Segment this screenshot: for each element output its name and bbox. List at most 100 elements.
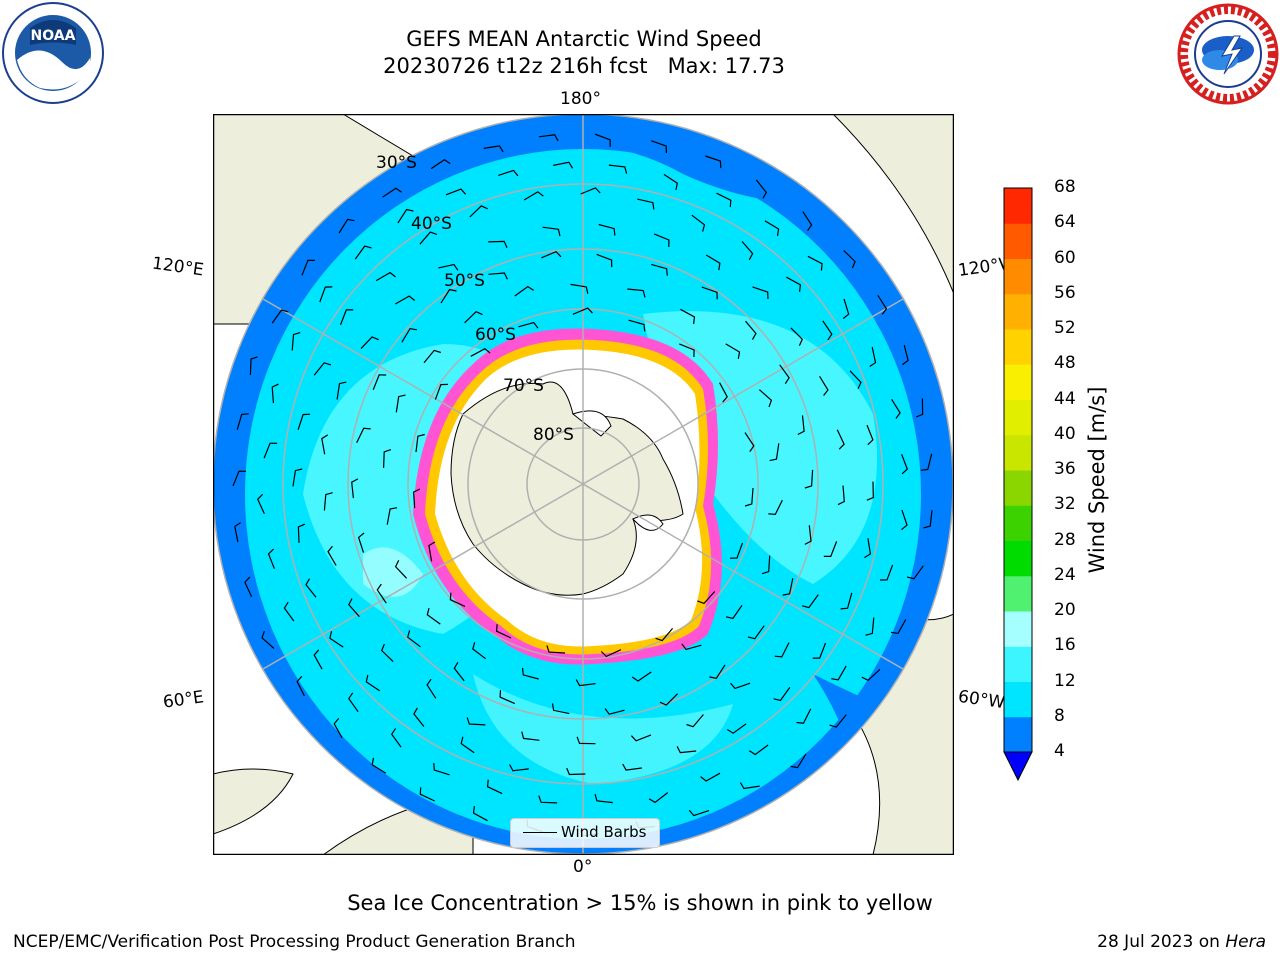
wind-barb xyxy=(538,134,559,142)
wind-barb xyxy=(360,336,379,350)
wind-barb xyxy=(653,233,670,248)
wind-barb xyxy=(915,398,924,418)
colorbar-title: Wind Speed [m/s] xyxy=(1085,386,1109,574)
wind-barb xyxy=(865,617,875,636)
wind-barb xyxy=(488,240,508,249)
noaa-logo-text: NOAA xyxy=(31,28,76,44)
wind-barb xyxy=(596,253,613,268)
wind-barb xyxy=(546,645,566,654)
wind-barb xyxy=(744,432,755,452)
wind-barb xyxy=(333,718,343,739)
wind-barb xyxy=(357,532,365,553)
wind-barb xyxy=(659,693,679,706)
wind-barb xyxy=(840,592,853,610)
colorbar-band xyxy=(1004,258,1032,295)
wind-barb xyxy=(768,499,783,516)
wind-barb xyxy=(631,671,652,682)
colorbar-tick-label: 24 xyxy=(1054,564,1076,585)
wind-barb xyxy=(779,364,790,385)
latitude-labels: 30°S 40°S 50°S 60°S 70°S 80°S xyxy=(376,153,574,445)
colorbar-band xyxy=(1004,716,1032,753)
nws-logo xyxy=(1177,3,1279,105)
wind-barb xyxy=(283,601,295,622)
colorbar-band xyxy=(1004,399,1032,436)
sea-ice-note: Sea Ice Concentration > 15% is shown in … xyxy=(347,891,933,915)
wind-barb xyxy=(823,541,838,557)
wind-barb xyxy=(705,254,721,271)
wind-barb xyxy=(323,492,333,511)
wind-barb xyxy=(383,449,392,468)
lat-label-40: 40°S xyxy=(411,214,452,234)
wind-barb xyxy=(453,661,465,682)
wind-barb xyxy=(249,356,258,376)
map-subtitle: 20230726 t12z 216h fcst Max: 17.73 xyxy=(383,54,785,78)
colorbar-band xyxy=(1004,434,1032,471)
wind-barb xyxy=(836,429,845,450)
wind-barb xyxy=(719,382,728,403)
wind-barb xyxy=(521,731,540,741)
colorbar-band xyxy=(1004,364,1032,400)
wind-barb xyxy=(394,560,408,579)
wind-barb xyxy=(891,619,907,635)
wind-barb xyxy=(445,188,467,196)
wind-barb xyxy=(428,541,436,562)
lon-label-120e: 120°E xyxy=(150,253,205,281)
wind-barb xyxy=(348,598,360,618)
colorbar-tick-label: 56 xyxy=(1054,282,1076,303)
wind-barb xyxy=(297,413,311,430)
lon-label-0: 0° xyxy=(573,857,593,877)
colorbar xyxy=(1003,187,1033,782)
colorbar-band xyxy=(1004,646,1032,682)
wind-barb xyxy=(812,642,827,659)
wind-barb xyxy=(401,327,418,343)
wind-barb xyxy=(495,624,512,639)
wind-barb xyxy=(923,510,933,529)
wind-barb xyxy=(769,443,780,462)
wind-barb xyxy=(790,327,804,346)
lat-label-30: 30°S xyxy=(376,153,417,173)
colorbar-tick-label: 8 xyxy=(1054,705,1065,726)
wind-barb xyxy=(518,321,539,329)
wind-barb xyxy=(440,288,457,304)
wind-barb xyxy=(301,259,315,276)
wind-barb xyxy=(604,708,625,715)
wind-barb xyxy=(869,346,877,367)
wind-barb xyxy=(354,245,372,260)
wind-barb xyxy=(261,630,275,649)
colorbar-band xyxy=(1004,188,1032,224)
wind-barb xyxy=(739,782,760,790)
colorbar-band xyxy=(1004,681,1032,718)
wind-barb xyxy=(901,509,908,531)
lon-label-60e: 60°E xyxy=(161,687,206,713)
wind-barb xyxy=(716,192,732,208)
wind-barb xyxy=(726,723,747,734)
wind-barb xyxy=(433,763,450,776)
wind-barb xyxy=(514,285,535,297)
colorbar-tick-label: 64 xyxy=(1054,212,1076,233)
lat-label-70: 70°S xyxy=(503,376,544,396)
wind-barb xyxy=(822,320,833,341)
wind-barb xyxy=(371,757,387,774)
wind-barb xyxy=(630,734,652,742)
wind-barb xyxy=(372,374,387,391)
wind-barb xyxy=(829,714,847,728)
wind-barb xyxy=(499,690,516,705)
wind-barb xyxy=(804,525,812,545)
wind-barb xyxy=(686,714,704,728)
wind-barb xyxy=(430,158,451,170)
wind-barb xyxy=(879,564,894,581)
wind-barb xyxy=(866,481,874,501)
wind-barb xyxy=(747,625,765,640)
wind-barb xyxy=(628,319,646,332)
wind-barb xyxy=(438,263,459,271)
wind-barb xyxy=(680,308,696,324)
colorbar-tick-label: 60 xyxy=(1054,247,1076,268)
wind-barb xyxy=(319,286,333,303)
wind-barb xyxy=(906,565,924,580)
wind-barb xyxy=(741,241,754,261)
wind-barb xyxy=(773,687,791,702)
map-legend: Wind Barbs xyxy=(510,818,660,848)
wind-barb xyxy=(594,133,611,147)
wind-barb xyxy=(655,628,674,642)
wind-barb xyxy=(327,545,337,566)
